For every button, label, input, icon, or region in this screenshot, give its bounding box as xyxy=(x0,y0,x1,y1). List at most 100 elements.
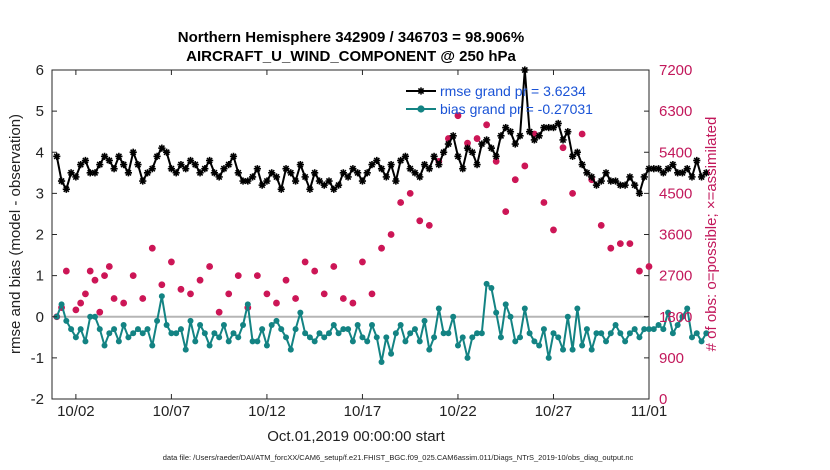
obs-possible-marker xyxy=(105,263,113,270)
bias-point xyxy=(311,338,318,345)
rmse-point xyxy=(225,160,233,169)
rmse-point xyxy=(186,156,195,165)
bias-point xyxy=(564,313,571,320)
obs-assimilated-marker xyxy=(140,295,146,302)
bias-point xyxy=(407,330,414,337)
y-tick-label: 0 xyxy=(36,309,44,326)
bias-point xyxy=(450,313,457,320)
bias-point xyxy=(244,301,251,308)
rmse-point xyxy=(597,177,605,185)
bias-point xyxy=(469,334,476,341)
bias-point xyxy=(115,338,122,345)
obs-possible-marker xyxy=(62,267,70,275)
y-tick-label: -2 xyxy=(31,391,44,408)
obs-possible-marker xyxy=(559,144,567,152)
rmse-point xyxy=(139,177,147,185)
rmse-point xyxy=(258,181,266,189)
bias-point xyxy=(641,326,648,333)
rmse-point xyxy=(177,160,185,169)
obs-assimilated-marker xyxy=(73,307,79,313)
obs-possible-marker xyxy=(77,299,85,307)
rmse-point xyxy=(382,173,390,181)
obs-assimilated-marker xyxy=(321,291,327,297)
bias-point xyxy=(177,326,184,333)
bias-point xyxy=(58,301,65,308)
x-tick-label: 10/02 xyxy=(57,403,95,420)
rmse-point xyxy=(678,169,687,177)
bias-point xyxy=(402,338,409,345)
rmse-point xyxy=(392,177,400,185)
y-right-tick-label: 0 xyxy=(659,391,667,408)
obs-assimilated-marker xyxy=(197,277,203,283)
legend-bias-marker xyxy=(417,105,425,113)
bias-point xyxy=(139,330,146,337)
obs-assimilated-marker xyxy=(417,218,423,224)
rmse-point xyxy=(196,169,204,177)
obs-possible-marker xyxy=(86,267,94,275)
rmse-point xyxy=(621,181,629,189)
obs-assimilated-marker xyxy=(598,222,604,228)
bias-point xyxy=(302,330,309,337)
rmse-point xyxy=(497,132,505,140)
y-tick-label: -1 xyxy=(31,350,44,367)
bias-point xyxy=(497,334,504,341)
obs-assimilated-marker xyxy=(550,227,557,233)
bias-point xyxy=(368,321,375,328)
rmse-point xyxy=(559,136,567,144)
rmse-point xyxy=(91,169,99,177)
rmse-point xyxy=(62,185,70,193)
obs-possible-marker xyxy=(139,295,147,302)
rmse-point xyxy=(277,185,285,193)
y-right-tick-label: 7200 xyxy=(659,62,692,79)
rmse-point xyxy=(420,160,429,169)
y-tick-label: 5 xyxy=(36,103,44,120)
obs-assimilated-marker xyxy=(617,241,623,247)
obs-assimilated-marker xyxy=(292,295,299,302)
bias-point xyxy=(574,305,581,312)
bias-point xyxy=(120,321,127,328)
bias-point xyxy=(87,313,94,320)
rmse-point xyxy=(444,140,453,148)
obs-assimilated-marker xyxy=(87,268,93,274)
rmse-point xyxy=(430,152,438,160)
bias-point xyxy=(421,317,428,324)
bias-point xyxy=(278,326,285,333)
bias-point xyxy=(502,301,509,308)
obs-possible-marker xyxy=(72,306,80,314)
obs-assimilated-marker xyxy=(82,291,89,297)
obs-possible-marker xyxy=(521,162,529,170)
bias-point xyxy=(211,330,218,337)
legend-rmse-marker xyxy=(417,87,425,95)
bias-point xyxy=(154,317,161,324)
rmse-point xyxy=(167,165,175,173)
y-right-tick-label: 4500 xyxy=(659,185,692,202)
bias-point xyxy=(187,317,194,324)
obs-assimilated-marker xyxy=(168,259,174,265)
obs-assimilated-marker xyxy=(254,273,260,279)
obs-possible-marker xyxy=(349,299,357,307)
obs-possible-marker xyxy=(597,221,605,229)
rmse-point xyxy=(163,148,171,156)
rmse-point xyxy=(397,156,405,165)
bias-point xyxy=(345,326,352,333)
bias-point xyxy=(149,342,156,349)
legend-bias-label: bias grand pr = -0.27031 xyxy=(440,101,593,117)
bias-point xyxy=(292,326,299,333)
bias-point xyxy=(703,330,710,337)
plot-area xyxy=(51,69,650,400)
bias-point xyxy=(660,326,667,333)
obs-assimilated-marker xyxy=(569,190,576,196)
rmse-point xyxy=(220,165,228,173)
y-tick-label: 3 xyxy=(36,185,44,202)
rmse-point xyxy=(468,148,476,156)
rmse-point xyxy=(349,165,357,173)
rmse-point xyxy=(611,177,620,185)
rmse-point xyxy=(57,177,66,185)
rmse-point xyxy=(124,169,133,177)
bias-point xyxy=(431,334,438,341)
y-right-tick-label: 900 xyxy=(659,350,684,367)
rmse-point xyxy=(72,173,80,181)
obs-assimilated-marker xyxy=(608,245,614,251)
rmse-point xyxy=(81,156,90,165)
